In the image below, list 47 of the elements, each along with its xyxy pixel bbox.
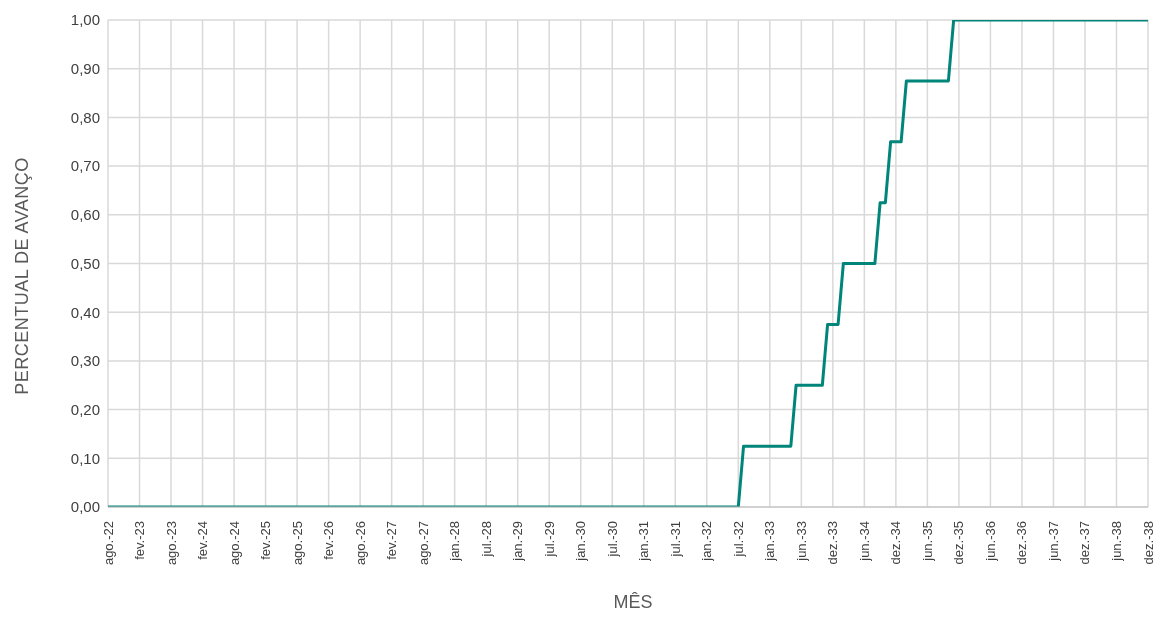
y-axis-title: PERCENTUAL DE AVANÇO — [11, 157, 33, 395]
x-tick-label: fev.-24 — [195, 521, 211, 560]
x-tick-label: ago.-22 — [100, 521, 116, 566]
y-tick-label: 0,60 — [70, 206, 100, 224]
y-tick-label: 0,10 — [70, 449, 100, 467]
x-tick-label: jun.-37 — [1045, 521, 1061, 562]
x-tick-label: dez.-38 — [1140, 521, 1156, 565]
x-tick-label: jan.-28 — [447, 521, 463, 562]
x-tick-label: fev.-27 — [384, 521, 400, 560]
x-tick-label: jul.-29 — [541, 521, 557, 558]
x-tick-label: jun.-35 — [919, 521, 935, 562]
y-tick-label: 1,00 — [70, 11, 100, 29]
x-tick-label: fev.-23 — [132, 521, 148, 560]
x-tick-label: jan.-33 — [762, 521, 778, 562]
x-tick-label: dez.-35 — [951, 521, 967, 565]
x-tick-label: jul.-28 — [478, 521, 494, 558]
x-tick-label: jun.-36 — [982, 521, 998, 562]
x-tick-label: jul.-30 — [604, 521, 620, 558]
x-tick-label: ago.-23 — [163, 521, 179, 566]
x-tick-label: ago.-25 — [289, 521, 305, 566]
x-tick-label: ago.-24 — [226, 521, 242, 566]
x-tick-label: jan.-29 — [510, 521, 526, 562]
x-tick-label: jul.-31 — [667, 521, 683, 558]
x-tick-label: dez.-33 — [825, 521, 841, 565]
y-tick-label: 0,40 — [70, 303, 100, 321]
y-tick-label: 0,00 — [70, 498, 100, 516]
y-tick-label: 0,80 — [70, 108, 100, 126]
x-tick-label: ago.-27 — [415, 521, 431, 566]
x-tick-label: ago.-26 — [352, 521, 368, 566]
x-tick-label: dez.-36 — [1014, 521, 1030, 565]
x-tick-label: dez.-37 — [1077, 521, 1093, 565]
x-tick-label: jan.-32 — [699, 521, 715, 562]
x-tick-label: jun.-34 — [856, 521, 872, 562]
x-tick-label: jun.-33 — [793, 521, 809, 562]
y-tick-label: 0,50 — [70, 254, 100, 272]
x-tick-label: jan.-31 — [636, 521, 652, 562]
y-tick-label: 0,90 — [70, 60, 100, 78]
y-tick-label: 0,20 — [70, 400, 100, 418]
x-axis-title: MÊS — [612, 592, 654, 613]
x-tick-label: jul.-32 — [730, 521, 746, 558]
x-tick-label: fev.-25 — [258, 521, 274, 560]
x-tick-label: fev.-26 — [321, 521, 337, 560]
y-tick-label: 0,30 — [70, 352, 100, 370]
x-tick-label: jan.-30 — [573, 521, 589, 562]
y-tick-label: 0,70 — [70, 157, 100, 175]
x-tick-label: jun.-38 — [1108, 521, 1124, 562]
x-tick-label: dez.-34 — [888, 521, 904, 565]
